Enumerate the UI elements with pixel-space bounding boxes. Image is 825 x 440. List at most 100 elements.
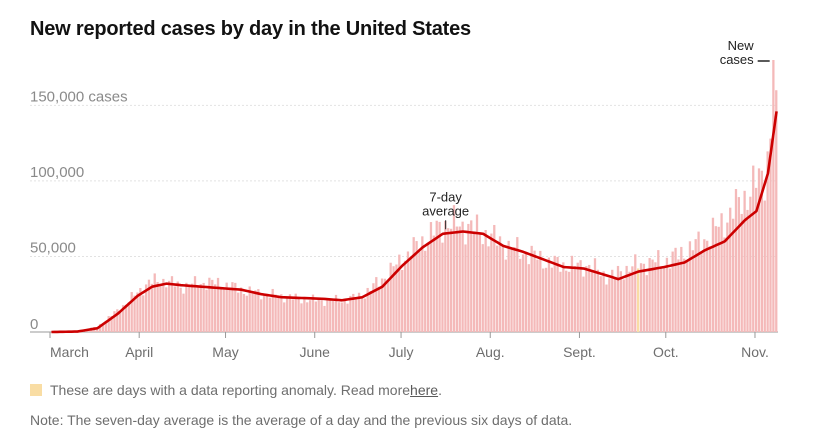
daily-bar [683, 258, 686, 332]
daily-bar [326, 298, 329, 332]
daily-bar [743, 190, 746, 332]
chart-title: New reported cases by day in the United … [30, 18, 471, 40]
daily-bar [645, 275, 648, 332]
daily-bar [121, 305, 125, 332]
daily-bar [144, 284, 148, 332]
daily-bar [303, 297, 306, 332]
daily-bar [199, 284, 202, 332]
daily-bar [418, 251, 421, 332]
daily-bar [277, 297, 280, 332]
daily-bar [697, 231, 700, 332]
daily-bar [185, 282, 188, 332]
daily-bar [412, 237, 415, 332]
daily-bar [660, 266, 663, 332]
daily-bar [334, 294, 338, 332]
daily-bar [378, 286, 381, 332]
avg-annotation-text: 7-day [429, 189, 462, 204]
daily-bar [403, 260, 407, 332]
daily-bar [242, 293, 246, 332]
daily-bar [565, 270, 568, 332]
chart-note: Note: The seven-day average is the avera… [30, 412, 573, 428]
daily-bar [717, 226, 720, 332]
daily-bar [285, 298, 289, 332]
daily-bar [553, 255, 556, 332]
daily-bar [668, 268, 671, 332]
daily-bar [570, 255, 574, 332]
daily-bar [294, 293, 297, 332]
daily-bar [228, 289, 231, 332]
daily-bar [496, 245, 499, 332]
daily-bar [754, 187, 758, 332]
daily-bar [657, 250, 660, 332]
daily-bar [521, 254, 525, 332]
daily-bar [694, 239, 697, 332]
daily-bar [173, 286, 177, 332]
daily-bar [116, 309, 119, 332]
daily-bar [527, 264, 530, 332]
daily-bar [757, 168, 761, 332]
y-tick-label: 50,000 [30, 239, 76, 256]
daily-bar [519, 258, 522, 332]
daily-bar [677, 259, 680, 332]
daily-bar [746, 209, 749, 332]
daily-bar [475, 214, 479, 332]
x-tick-label: Sept. [563, 344, 596, 360]
x-tick-label: Aug. [476, 344, 505, 360]
daily-bar [481, 244, 484, 332]
read-more-link[interactable]: here [410, 382, 439, 398]
x-tick-label: Oct. [653, 344, 679, 360]
daily-bar [346, 303, 349, 332]
daily-bar [124, 304, 128, 332]
daily-bar [231, 282, 234, 332]
daily-bar [386, 281, 389, 332]
daily-bar [262, 294, 266, 332]
daily-bar [478, 234, 482, 332]
daily-bar [567, 271, 571, 332]
daily-bar [306, 302, 309, 332]
daily-bar [616, 265, 620, 332]
daily-bar [101, 323, 105, 332]
daily-bar [507, 240, 510, 332]
daily-bar [703, 239, 706, 332]
x-tick-label: April [125, 344, 153, 360]
daily-bar [369, 291, 372, 332]
daily-bar [775, 90, 778, 332]
daily-bar [372, 283, 375, 332]
daily-bar [680, 246, 683, 332]
daily-bar [547, 257, 551, 332]
daily-bar [147, 279, 151, 332]
daily-bar [421, 236, 424, 332]
daily-bar [766, 151, 769, 332]
daily-bar [559, 271, 562, 332]
daily-bar [513, 247, 516, 332]
daily-bar [596, 269, 599, 332]
daily-bar [634, 254, 637, 332]
daily-bar [662, 266, 666, 332]
daily-bar [162, 278, 165, 332]
daily-bar [498, 236, 502, 332]
daily-bar [674, 247, 677, 332]
daily-bar [599, 276, 602, 332]
daily-bar [611, 269, 614, 332]
daily-bar [444, 220, 447, 332]
daily-bar [665, 257, 669, 332]
anomaly-legend-tail: . [438, 382, 442, 398]
daily-bar [150, 283, 153, 332]
daily-bar [257, 289, 260, 332]
daily-bar [110, 316, 113, 332]
daily-bar [524, 252, 528, 332]
daily-bar [530, 245, 533, 332]
y-axis-ticks: 0 50,000 100,000 150,000 cases [30, 88, 128, 333]
daily-bar [401, 269, 404, 332]
x-tick-label: July [389, 344, 414, 360]
daily-bar [590, 271, 594, 332]
daily-bar [415, 241, 418, 332]
avg-annotation-text: average [422, 203, 469, 218]
daily-bar [608, 278, 611, 332]
daily-bar [760, 170, 764, 332]
daily-bar [308, 300, 312, 332]
daily-bar [320, 299, 323, 332]
anomaly-legend-text: These are days with a data reporting ano… [50, 382, 411, 398]
daily-bar [711, 217, 715, 332]
daily-bar [142, 295, 145, 332]
